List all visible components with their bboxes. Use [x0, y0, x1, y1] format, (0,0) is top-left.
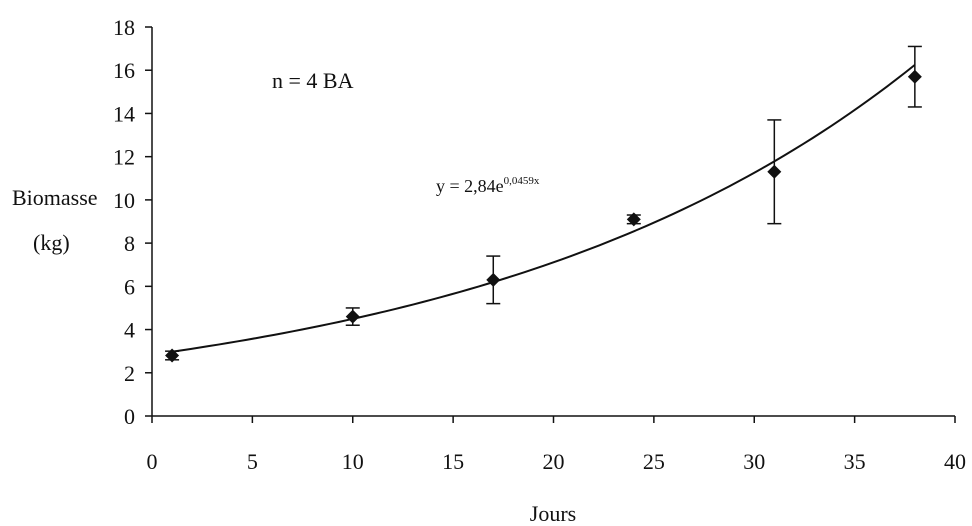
data-point: [626, 212, 641, 227]
y-tick-label: 16: [113, 58, 135, 83]
x-ticks: 0 5 10 15 20 25 30 35 40: [147, 416, 966, 474]
sample-annotation: n = 4 BA: [272, 68, 354, 93]
y-tick-label: 4: [124, 318, 135, 343]
data-point: [907, 69, 922, 84]
data-point: [486, 272, 501, 287]
y-tick-label: 2: [124, 361, 135, 386]
equation-base: y = 2,84e: [436, 176, 504, 196]
equation-annotation: y = 2,84e0,0459x: [436, 175, 540, 196]
y-tick-label: 10: [113, 188, 135, 213]
data-point: [165, 348, 180, 363]
y-tick-label: 14: [113, 101, 135, 126]
y-axis-title-line-1: Biomasse: [12, 185, 98, 210]
data-point: [767, 164, 782, 179]
x-tick-label: 15: [442, 449, 464, 474]
x-tick-label: 30: [743, 449, 765, 474]
x-tick-label: 10: [342, 449, 364, 474]
y-tick-label: 0: [124, 404, 135, 429]
data-points: [165, 69, 922, 363]
y-tick-label: 6: [124, 274, 135, 299]
y-axis-title-line-2: (kg): [33, 230, 70, 255]
x-tick-label: 40: [944, 449, 966, 474]
y-tick-label: 8: [124, 231, 135, 256]
x-tick-label: 5: [247, 449, 258, 474]
x-tick-label: 20: [543, 449, 565, 474]
x-tick-label: 35: [844, 449, 866, 474]
x-axis-title: Jours: [530, 501, 576, 526]
error-bars: [165, 45, 922, 361]
y-tick-label: 18: [113, 15, 135, 40]
data-point: [345, 309, 360, 324]
y-ticks: 0 2 4 6 8 10 12 14 16 18: [113, 15, 152, 429]
x-tick-label: 25: [643, 449, 665, 474]
x-tick-label: 0: [147, 449, 158, 474]
y-tick-label: 12: [113, 145, 135, 170]
equation-exponent: 0,0459x: [504, 175, 540, 187]
trendline: [171, 64, 916, 353]
